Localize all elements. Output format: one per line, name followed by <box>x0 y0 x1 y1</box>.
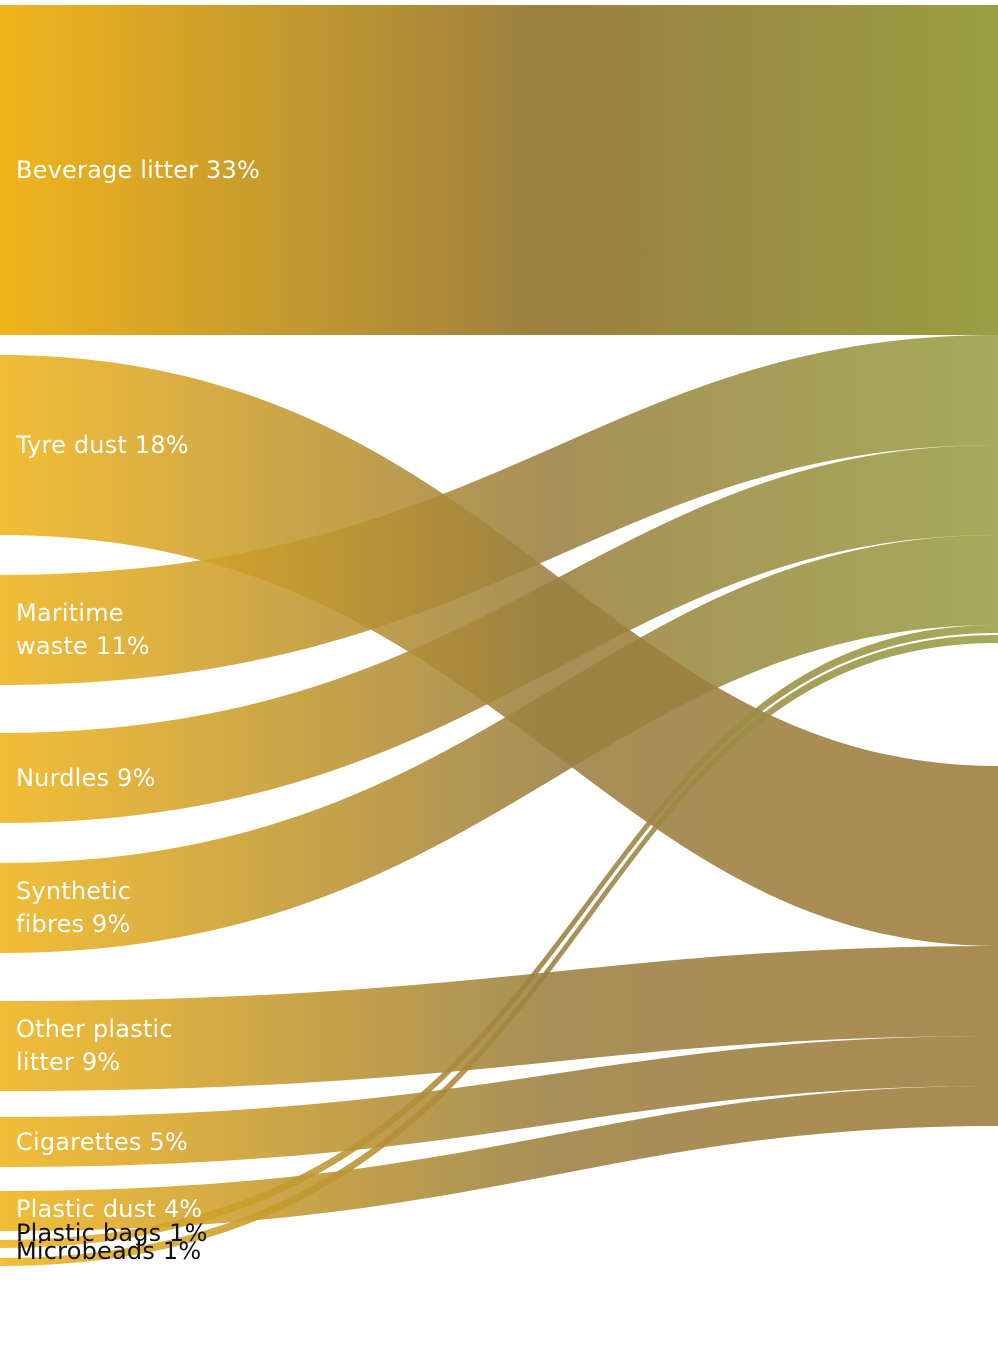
flow-layer <box>0 5 998 1266</box>
flow-maritime <box>0 335 998 685</box>
label-nurdles: Nurdles 9% <box>16 763 156 792</box>
label-synthetic: Synthetic fibres 9% <box>16 877 132 938</box>
label-microbeads: Microbeads 1% <box>16 1237 202 1265</box>
label-other: Other plastic litter 9% <box>16 1015 173 1076</box>
label-plastic_bags: Plastic bags 1% <box>16 1219 208 1247</box>
flow-plastic_dust <box>0 1086 998 1231</box>
flow-beverage <box>0 5 998 335</box>
label-maritime: Maritime waste 11% <box>16 599 150 660</box>
label-cigarettes: Cigarettes 5% <box>16 1127 188 1156</box>
flow-cigarettes <box>0 1036 998 1167</box>
flow-tyre <box>0 355 998 946</box>
flow-synthetic <box>0 535 998 953</box>
label-tyre: Tyre dust 18% <box>16 430 189 459</box>
label-plastic_dust: Plastic dust 4% <box>16 1195 203 1223</box>
label-beverage: Beverage litter 33% <box>16 155 260 184</box>
